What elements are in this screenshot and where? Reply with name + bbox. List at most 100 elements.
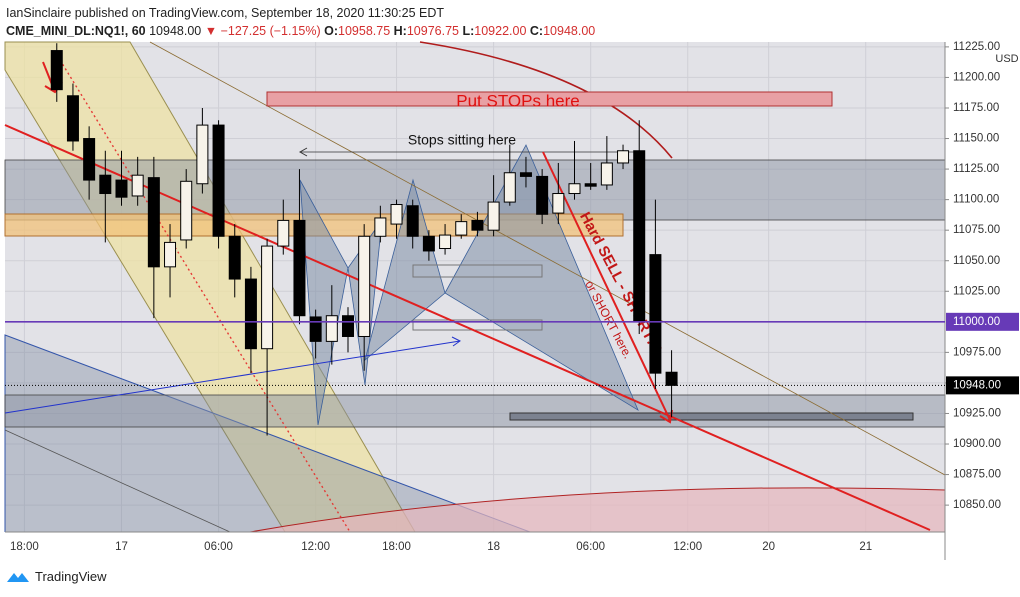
target-bar [509,412,914,421]
candle-body [261,245,274,350]
ohlc-value: 10922.00 [474,24,527,38]
candle-body [665,371,678,386]
candle-body [552,193,565,214]
candle-body [180,180,193,241]
candle-body [325,315,338,342]
y-tick-label: 11100.00 [953,194,999,206]
candle-body [228,235,241,280]
axis-labels: 10850.0010875.0010900.0010925.0010950.00… [5,41,1019,553]
y-tick-label: 11050.00 [953,255,1000,267]
candle-body [131,174,144,197]
y-tick-label: 11025.00 [953,285,1000,297]
change: ▼ −127.25 (−1.15%) [204,24,321,38]
pattern-box [412,264,543,278]
candle-body [309,316,322,342]
trend-line [149,41,946,476]
candle-body [439,234,452,250]
x-tick-label: 17 [115,541,128,553]
candles [50,43,678,436]
candle-body [536,175,549,215]
price-label: 11000.00 [953,316,1000,328]
ohlc-value: 10958.75 [338,24,391,38]
candle-body [471,219,484,231]
candle-body [600,162,613,186]
candle-body [212,124,225,237]
arrow-head [298,147,308,157]
y-tick-label: 11125.00 [953,163,999,175]
x-tick-label: 18:00 [10,541,39,553]
header: IanSinclaire published on TradingView.co… [6,4,595,40]
y-tick-label: 11150.00 [953,133,999,145]
candle-body [487,201,500,231]
brand: TradingView [35,569,107,584]
y-tick-label: 10925.00 [953,408,1001,420]
candle-body [341,315,354,337]
pattern-leg [299,179,349,426]
x-tick-label: 18:00 [382,541,411,553]
quote-line: CME_MINI_DL:NQ1!, 60 10948.00 ▼ −127.25 … [6,22,595,40]
blue-arrow [4,340,461,414]
candle-body [633,150,646,322]
ohlc-key: L: [462,24,475,38]
red-curve [419,41,673,159]
candle-body [503,172,516,203]
annotation: Stops sitting here [408,132,516,148]
y-tick-label: 10900.00 [953,438,1001,450]
dotted-line [59,59,351,533]
pink-zone [249,487,946,533]
x-tick-label: 12:00 [301,541,330,553]
candle-body [164,241,177,268]
candle-body [147,177,160,268]
candle-body [519,172,532,177]
resistance-zone [4,159,946,221]
candle-body [374,217,387,237]
x-tick-label: 06:00 [576,541,605,553]
ohlc-value: 10976.75 [406,24,459,38]
y-tick-label: 11075.00 [953,224,1000,236]
trend-line [4,429,231,533]
candle-body [99,174,112,195]
candle-body [50,50,63,91]
candle-body [617,150,630,164]
candle-body [196,124,209,185]
candle-body [649,254,662,374]
pattern-box [412,319,543,331]
time-axis [0,532,945,560]
logo [7,572,29,582]
y-tick-label: 10875.00 [953,469,1001,481]
candle-body [358,235,371,337]
footer: TradingView [6,569,107,584]
arrow-head [451,336,461,347]
price-label: 10948.00 [953,379,1001,391]
candle-body [277,219,290,247]
candle-body [422,235,435,252]
y-tick-label: 10975.00 [953,346,1001,358]
y-tick-label: 11200.00 [953,71,1000,83]
y-tick-label: 11175.00 [953,102,999,114]
ohlc-key: O: [324,24,339,38]
publisher: IanSinclaire published on TradingView.co… [6,6,445,20]
x-tick-label: 21 [859,541,872,553]
price-label-box [946,376,1019,395]
candle-body [406,205,419,237]
candle-body [390,204,403,225]
y-tick-label: 11225.00 [953,41,1000,53]
price-axis [945,42,1020,560]
candle-body [568,183,581,195]
price-label-box [946,312,1019,331]
ohlc-value: 10948.00 [543,24,596,38]
ohlc: O:10958.75 H:10976.75 L:10922.00 C:10948… [324,24,595,38]
x-tick-label: 06:00 [204,541,233,553]
symbol: CME_MINI_DL:NQ1!, 60 [6,24,146,38]
candle-body [115,179,128,198]
y-tick-label: 10850.00 [953,499,1001,511]
support-zone [4,394,946,428]
candle-body [83,138,96,181]
currency: USD [995,53,1018,65]
candle-body [455,221,468,236]
ohlc-key: H: [393,24,407,38]
candle-body [584,183,597,187]
last-price: 10948.00 [149,24,202,38]
